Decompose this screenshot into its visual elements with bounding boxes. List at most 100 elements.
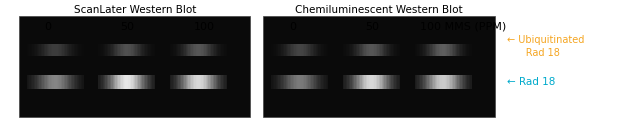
Bar [383,44,384,56]
Bar [460,75,462,89]
Bar [349,44,350,56]
Bar [223,75,224,89]
Bar [34,44,36,56]
Bar [415,44,416,56]
Bar [318,44,320,56]
Bar [280,75,281,89]
Bar [124,75,126,89]
Bar [455,44,456,56]
Bar [42,44,44,56]
Bar [141,75,143,89]
Bar [98,75,100,89]
Bar [417,75,419,89]
Bar [48,75,49,89]
Bar [152,75,154,89]
Bar [128,44,130,56]
Bar [374,44,376,56]
Bar [359,75,360,89]
Bar [122,44,124,56]
Bar [150,75,151,89]
Bar [370,75,372,89]
Bar [177,44,179,56]
Bar [148,75,150,89]
Bar [433,75,434,89]
Bar [152,44,154,56]
Bar [427,44,429,56]
Bar [55,75,56,89]
Bar [39,44,41,56]
Bar [358,75,359,89]
Bar [299,75,300,89]
Bar [310,75,311,89]
Bar [354,75,356,89]
Bar [439,75,440,89]
Bar [459,44,460,56]
Bar [77,75,78,89]
Text: ScanLater Western Blot: ScanLater Western Blot [74,5,196,15]
Bar [385,75,387,89]
Bar [51,44,52,56]
Bar [188,75,190,89]
Bar [397,75,399,89]
Bar [74,44,75,56]
Bar [197,44,198,56]
Bar [49,75,51,89]
Bar [70,75,71,89]
Bar [287,75,288,89]
Bar [226,44,227,56]
Bar [353,75,354,89]
Bar [399,44,400,56]
Bar [54,44,55,56]
Bar [191,75,193,89]
Text: 0: 0 [289,22,297,32]
Bar [65,75,67,89]
Bar [416,44,417,56]
Bar [60,44,61,56]
Bar [311,75,313,89]
Bar [317,75,318,89]
Bar [443,44,444,56]
Bar [429,44,430,56]
Bar [458,44,459,56]
Bar [28,44,30,56]
Bar [68,75,70,89]
Bar [358,44,359,56]
Bar [450,75,451,89]
Bar [285,75,287,89]
Bar [343,44,344,56]
Bar [213,44,214,56]
Bar [293,75,294,89]
Bar [297,75,299,89]
Bar [274,44,276,56]
Bar [359,44,360,56]
Bar [104,44,105,56]
Bar [194,75,195,89]
Bar [221,75,223,89]
Bar [424,44,425,56]
Bar [449,75,450,89]
Bar [378,44,380,56]
Bar [171,75,172,89]
Bar [273,44,274,56]
Bar [98,44,100,56]
Bar [294,44,295,56]
Bar [205,75,207,89]
Bar [303,44,304,56]
Bar [75,44,77,56]
Bar [198,44,200,56]
Bar [113,75,114,89]
Bar [434,75,436,89]
Bar [154,75,155,89]
Bar [369,44,370,56]
Bar [300,44,301,56]
Bar [110,75,111,89]
Bar [422,44,424,56]
Bar [430,44,432,56]
Bar [114,75,115,89]
Bar [107,44,108,56]
Bar [204,44,205,56]
Text: Chemiluminescent Western Blot: Chemiluminescent Western Blot [295,5,463,15]
Bar [284,75,285,89]
Bar [469,75,470,89]
Bar [462,44,463,56]
